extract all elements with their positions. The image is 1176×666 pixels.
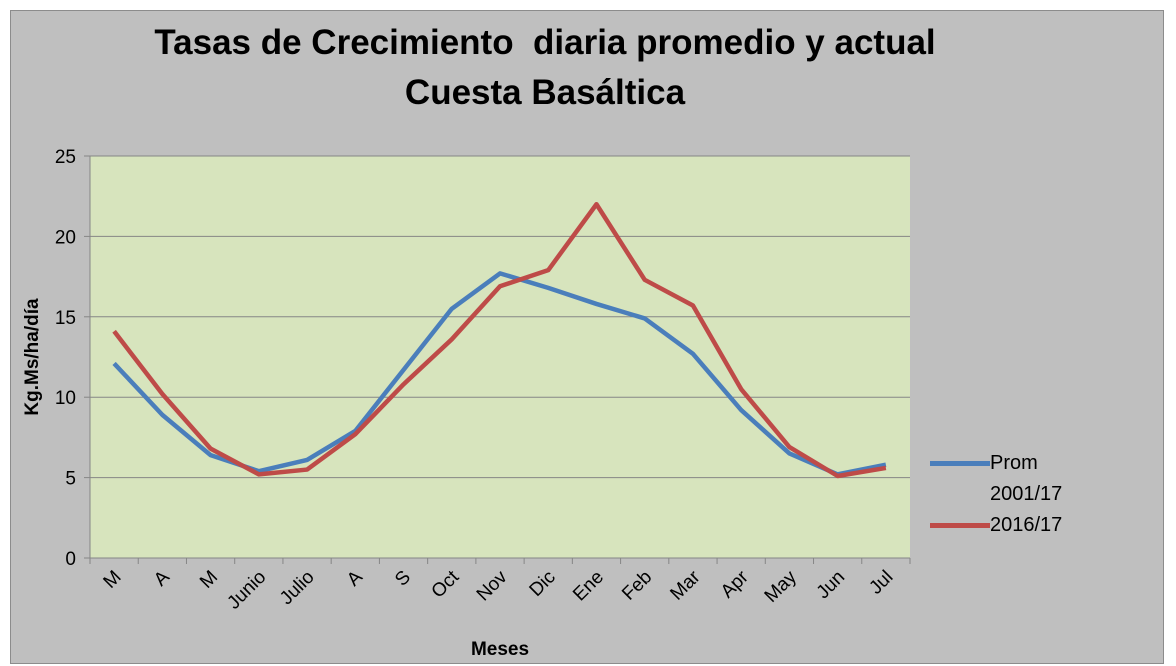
legend-label: Prom 2001/17 (990, 452, 1063, 505)
x-tick-label: May (761, 566, 802, 607)
x-tick-label: Feb (618, 567, 656, 605)
x-tick-label: Mar (666, 566, 704, 604)
y-tick-label: 25 (55, 147, 76, 168)
series-line (112, 201, 887, 479)
x-tick-label: Oct (428, 566, 464, 602)
x-tick-label: Dic (526, 567, 560, 601)
x-tick-label: A (343, 566, 367, 590)
x-tick-label: Nov (473, 566, 512, 605)
y-tick-label: 10 (55, 388, 76, 409)
x-tick-label: M (100, 567, 126, 593)
plot-area (90, 156, 910, 558)
x-tick-label: Junio (223, 567, 270, 614)
x-tick-label: S (391, 567, 415, 591)
legend-label: 2016/17 (990, 514, 1063, 536)
x-axis-title: Meses (471, 639, 529, 660)
y-tick-label: 20 (55, 227, 76, 248)
x-tick-label: A (150, 566, 174, 590)
x-tick-label: M (196, 567, 222, 593)
chart-title: Tasas de Crecimiento diaria promedio y a… (154, 23, 936, 112)
y-tick-label: 15 (55, 308, 76, 329)
x-tick-label: Julio (276, 567, 318, 609)
legend: Prom 2001/17 2016/17 (930, 448, 1100, 541)
x-tick-label: Ene (569, 567, 608, 606)
legend-item: 2016/17 (930, 510, 1100, 541)
y-tick-label: 5 (65, 469, 76, 490)
legend-swatch (930, 523, 990, 528)
x-tick-label: Jun (813, 567, 850, 604)
legend-swatch (930, 461, 990, 466)
y-axis-title: Kg.Ms/ha/día (22, 298, 43, 416)
x-tick-label: Apr (717, 566, 753, 602)
y-tick-label: 0 (65, 549, 76, 570)
x-tick-label: Jul (865, 567, 897, 599)
legend-item: Prom 2001/17 (930, 448, 1100, 510)
